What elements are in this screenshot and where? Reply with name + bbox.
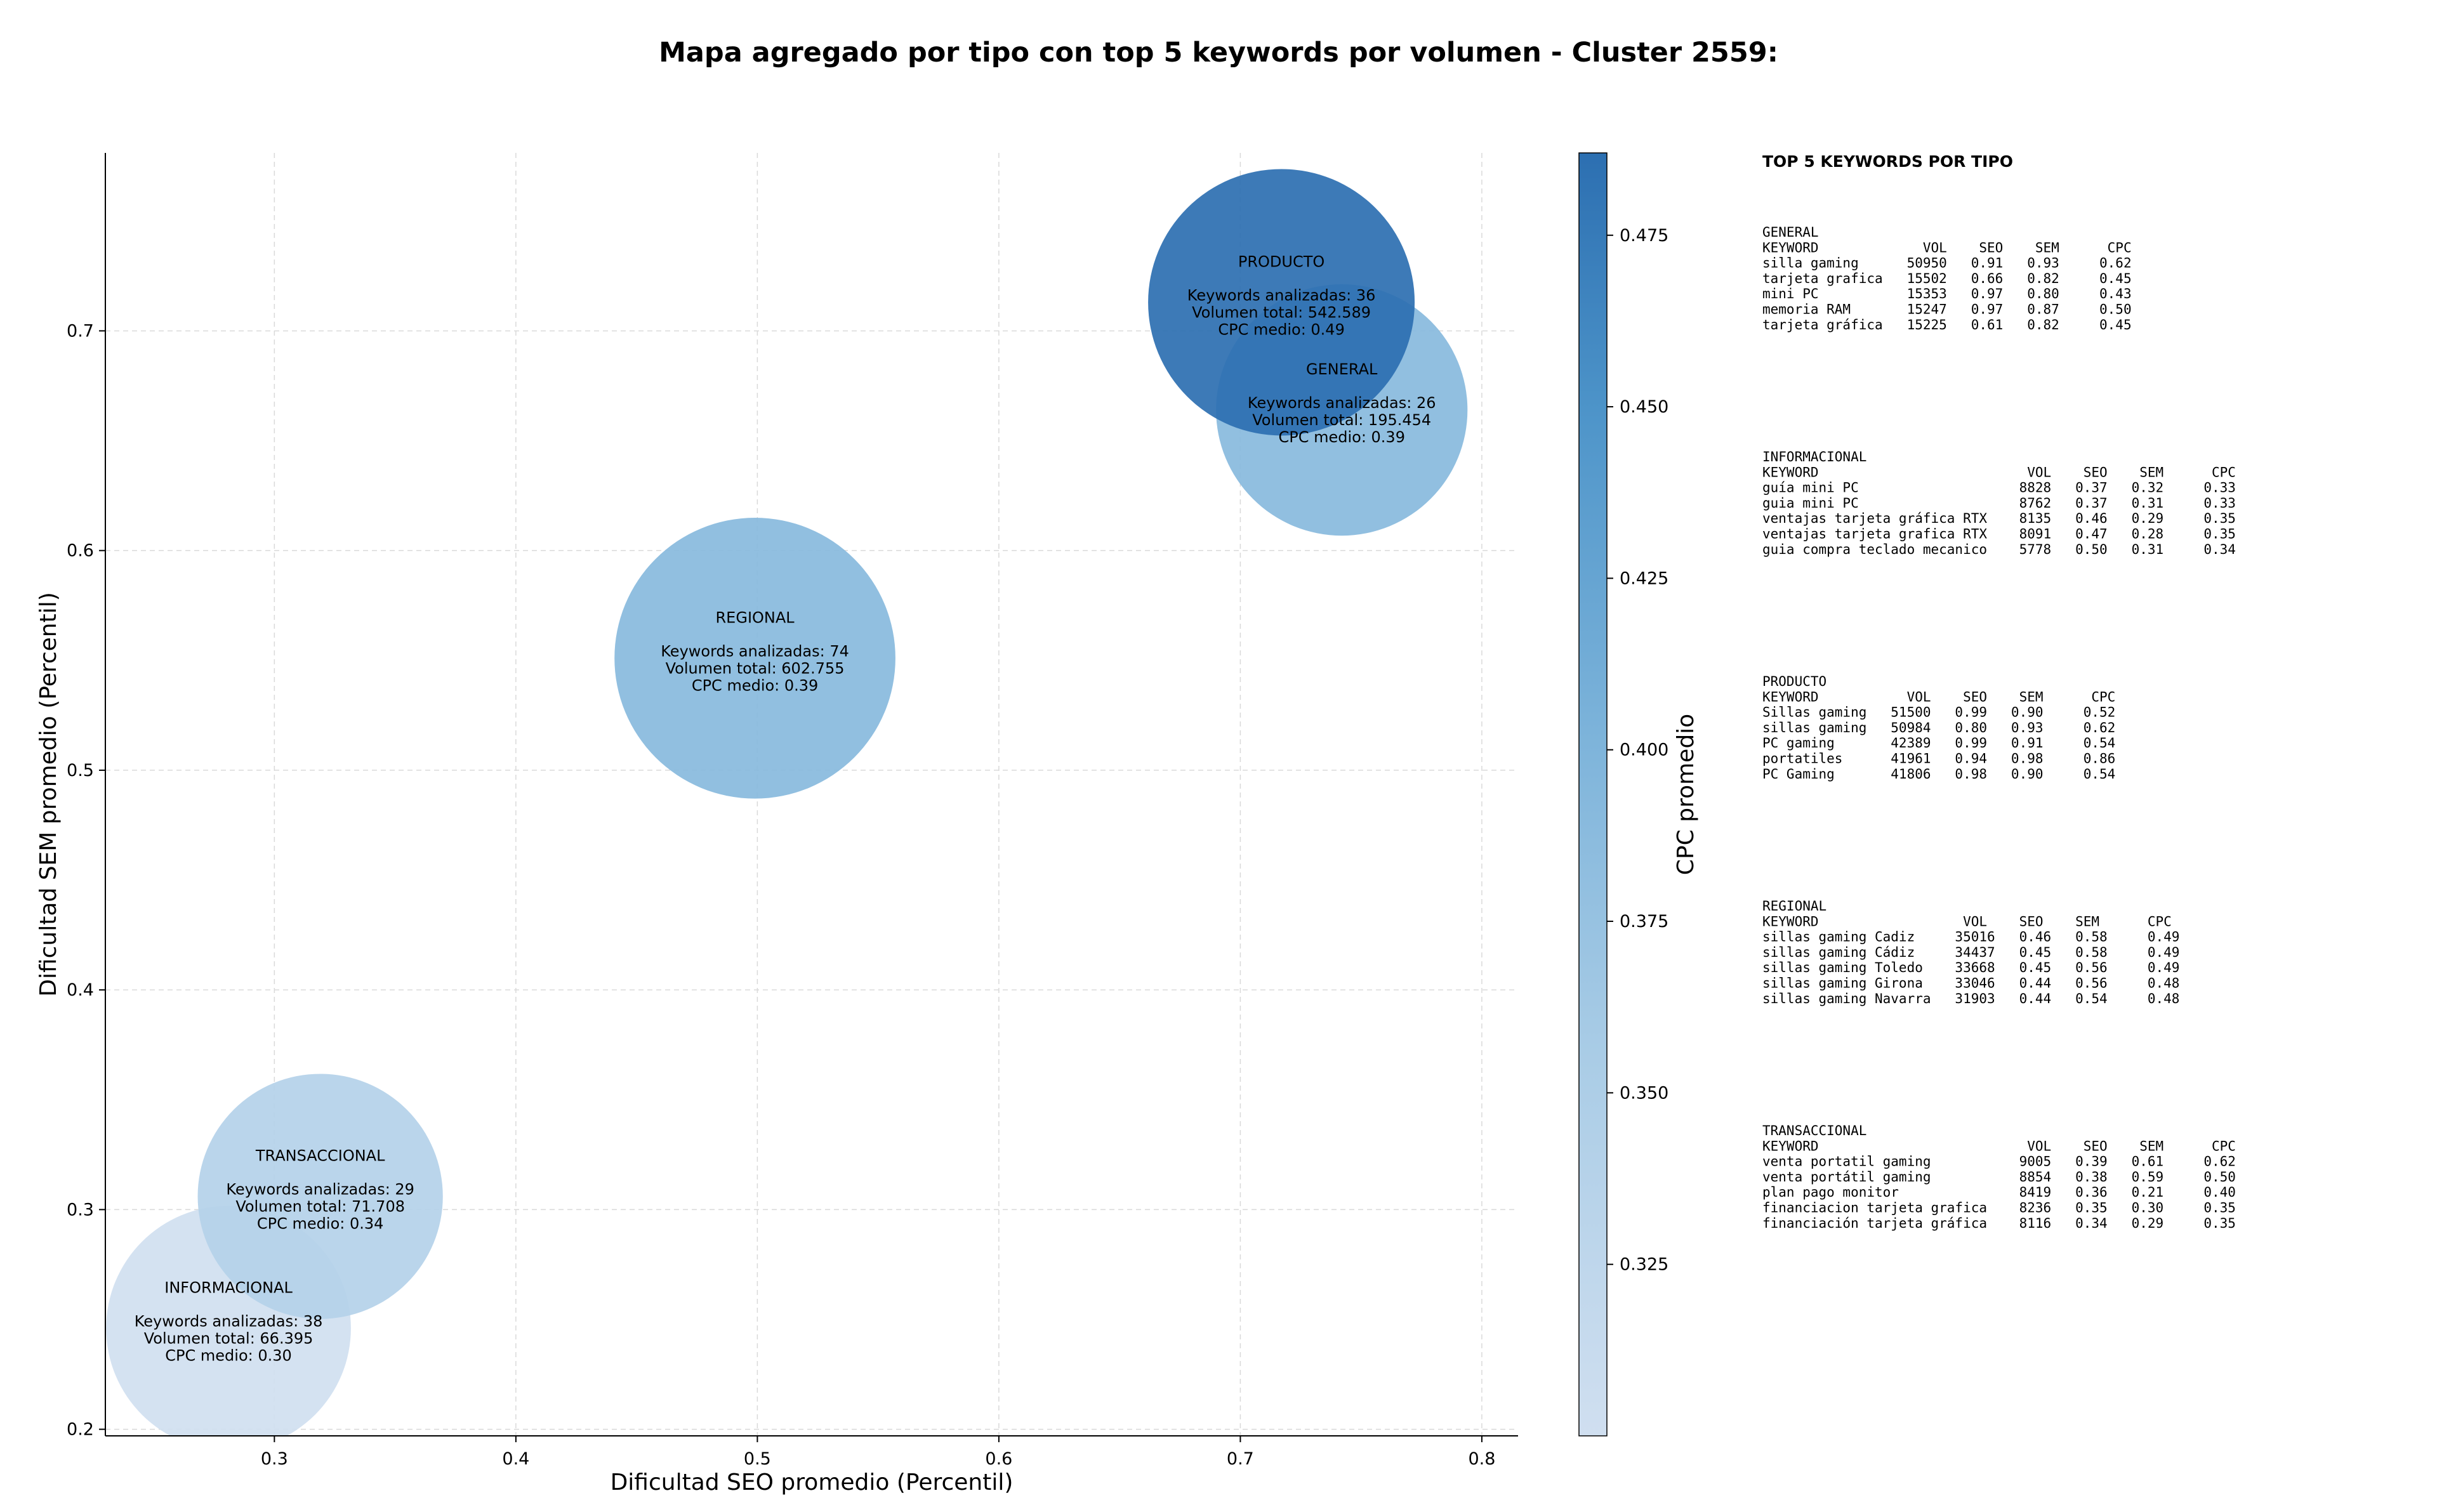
bubble-label-cpc: CPC medio: 0.34 <box>257 1215 384 1233</box>
bubble-label-cpc: CPC medio: 0.49 <box>1218 320 1345 338</box>
x-axis-label: Dificultad SEO promedio (Percentil) <box>611 1469 1014 1496</box>
bubble-label-volumen: Volumen total: 542.589 <box>1192 303 1371 321</box>
bubble-label-tipo: PRODUCTO <box>1238 253 1324 270</box>
bubble-label-keywords: Keywords analizadas: 38 <box>135 1312 323 1330</box>
bubble-label-keywords: Keywords analizadas: 26 <box>1248 394 1436 412</box>
table-row: guia mini PC 8762 0.37 0.31 0.33 <box>1762 496 2236 511</box>
bubble-label-tipo: TRANSACCIONAL <box>255 1147 385 1165</box>
colorbar-tick-label: 0.325 <box>1620 1255 1668 1275</box>
bubble-label-tipo: REGIONAL <box>716 608 795 626</box>
bubble-label-keywords: Keywords analizadas: 36 <box>1187 286 1376 304</box>
bubble-label-volumen: Volumen total: 602.755 <box>666 659 845 677</box>
y-tick-label: 0.3 <box>67 1200 94 1219</box>
table-row: tarjeta gráfica 15225 0.61 0.82 0.45 <box>1762 317 2132 332</box>
table-header-row: KEYWORD VOL SEO SEM CPC <box>1762 689 2115 704</box>
table-row: silla gaming 50950 0.91 0.93 0.62 <box>1762 256 2132 271</box>
table-header-row: KEYWORD VOL SEO SEM CPC <box>1762 464 2236 480</box>
table-row: sillas gaming 50984 0.80 0.93 0.62 <box>1762 720 2115 735</box>
table-header-row: KEYWORD VOL SEO SEM CPC <box>1762 1138 2236 1154</box>
colorbar-tick-label: 0.450 <box>1620 397 1668 417</box>
grid <box>105 153 1518 1436</box>
table-row: guía mini PC 8828 0.37 0.32 0.33 <box>1762 480 2236 496</box>
x-tick-label: 0.7 <box>1227 1449 1254 1469</box>
bubble-label-keywords: Keywords analizadas: 74 <box>661 642 849 660</box>
y-axis-label: Dificultad SEM promedio (Percentil) <box>36 592 62 997</box>
table-row: PC gaming 42389 0.99 0.91 0.54 <box>1762 735 2115 751</box>
x-tick-label: 0.3 <box>261 1449 288 1469</box>
table-section-title: PRODUCTO <box>1762 674 1826 689</box>
table-row: plan pago monitor 8419 0.36 0.21 0.40 <box>1762 1185 2236 1200</box>
y-tick-label: 0.7 <box>67 321 94 341</box>
table-row: sillas gaming Toledo 33668 0.45 0.56 0.4… <box>1762 960 2179 975</box>
table-row: sillas gaming Girona 33046 0.44 0.56 0.4… <box>1762 976 2179 991</box>
table-section-title: TRANSACCIONAL <box>1762 1123 1866 1138</box>
table-section-title: REGIONAL <box>1762 898 1826 914</box>
bubble-label-tipo: INFORMACIONAL <box>164 1279 293 1296</box>
table-row: portatiles 41961 0.94 0.98 0.86 <box>1762 751 2115 766</box>
table-row: ventajas tarjeta grafica RTX 8091 0.47 0… <box>1762 527 2236 542</box>
bubble-label-volumen: Volumen total: 195.454 <box>1252 411 1431 429</box>
colorbar-label: CPC promedio <box>1673 714 1699 875</box>
tables-heading: TOP 5 KEYWORDS POR TIPO <box>1762 152 2013 171</box>
bubbles <box>106 169 1468 1436</box>
bubble-producto <box>1148 169 1415 436</box>
bubble-label-tipo: GENERAL <box>1306 360 1378 378</box>
table-row: PC Gaming 41806 0.98 0.90 0.54 <box>1762 766 2115 782</box>
table-row: memoria RAM 15247 0.97 0.87 0.50 <box>1762 302 2132 317</box>
table-row: sillas gaming Cadiz 35016 0.46 0.58 0.49 <box>1762 930 2179 945</box>
table-row: guia compra teclado mecanico 5778 0.50 0… <box>1762 542 2236 557</box>
bubble-label-cpc: CPC medio: 0.39 <box>1278 428 1405 446</box>
x-tick-label: 0.6 <box>985 1449 1012 1469</box>
y-tick-label: 0.4 <box>67 980 94 1000</box>
x-tick-label: 0.8 <box>1468 1449 1495 1469</box>
table-row: financiacion tarjeta grafica 8236 0.35 0… <box>1762 1200 2236 1216</box>
x-tick-label: 0.4 <box>502 1449 529 1469</box>
table-row: venta portatil gaming 9005 0.39 0.61 0.6… <box>1762 1154 2236 1169</box>
table-row: ventajas tarjeta gráfica RTX 8135 0.46 0… <box>1762 511 2236 526</box>
axis-ticks: 0.3 0.4 0.5 0.6 0.7 0.8 0.2 0.3 0.4 0.5 0.6 0.7 <box>67 321 1495 1469</box>
y-tick-label: 0.5 <box>67 761 94 780</box>
x-tick-label: 0.5 <box>744 1449 771 1469</box>
bubble-label-cpc: CPC medio: 0.39 <box>692 676 819 694</box>
colorbar-tick-label: 0.475 <box>1620 226 1668 246</box>
table-row: sillas gaming Navarra 31903 0.44 0.54 0.… <box>1762 991 2179 1006</box>
table-section-title: INFORMACIONAL <box>1762 449 1866 464</box>
colorbar-tick-label: 0.400 <box>1620 740 1668 760</box>
colorbar-tick-label: 0.425 <box>1620 569 1668 588</box>
bubble-label-cpc: CPC medio: 0.30 <box>165 1346 292 1364</box>
colorbar-ticks: 0.325 0.350 0.375 0.400 0.425 0.450 0.475 <box>1607 226 1668 1275</box>
table-row: mini PC 15353 0.97 0.80 0.43 <box>1762 286 2132 301</box>
table-row: sillas gaming Cádiz 34437 0.45 0.58 0.49 <box>1762 945 2179 960</box>
colorbar-tick-label: 0.375 <box>1620 912 1668 931</box>
table-section-title: GENERAL <box>1762 225 1819 240</box>
bubble-label-volumen: Volumen total: 71.708 <box>235 1198 405 1216</box>
bubble-transaccional <box>197 1074 443 1319</box>
bubble-label-keywords: Keywords analizadas: 29 <box>226 1181 414 1199</box>
chart-title: Mapa agregado por tipo con top 5 keyword… <box>659 37 1778 69</box>
bubble-label-volumen: Volumen total: 66.395 <box>144 1329 314 1347</box>
table-row: Sillas gaming 51500 0.99 0.90 0.52 <box>1762 705 2115 720</box>
y-tick-label: 0.6 <box>67 541 94 561</box>
colorbar <box>1578 152 1608 1436</box>
table-row: financiación tarjeta gráfica 8116 0.34 0… <box>1762 1216 2236 1231</box>
table-row: tarjeta grafica 15502 0.66 0.82 0.45 <box>1762 271 2132 286</box>
y-tick-label: 0.2 <box>67 1420 94 1440</box>
table-header-row: KEYWORD VOL SEO SEM CPC <box>1762 914 2172 929</box>
colorbar-tick-label: 0.350 <box>1620 1083 1668 1103</box>
table-row: venta portátil gaming 8854 0.38 0.59 0.5… <box>1762 1169 2236 1185</box>
bubble-regional <box>614 517 895 799</box>
table-header-row: KEYWORD VOL SEO SEM CPC <box>1762 240 2132 255</box>
